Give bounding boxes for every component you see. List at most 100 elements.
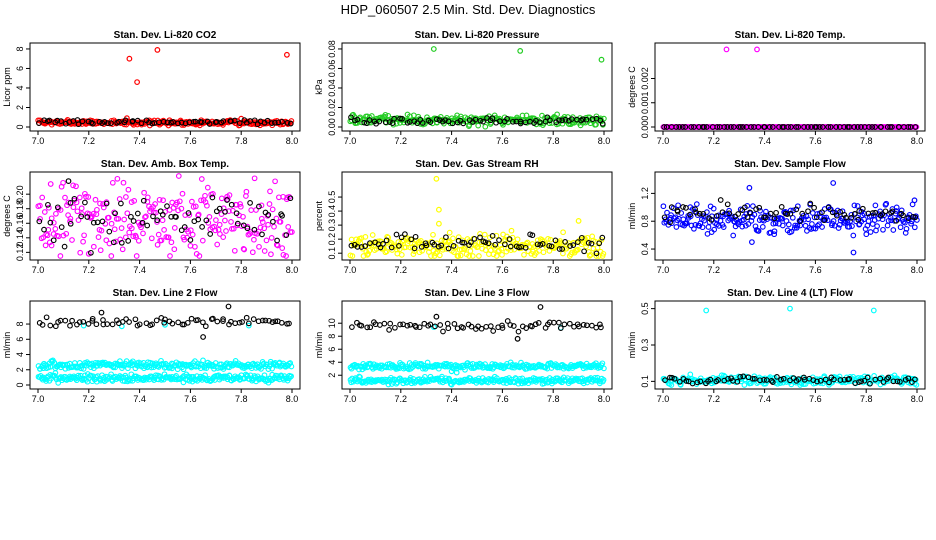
panel-9-point: [884, 376, 890, 382]
panel-4-point: [259, 231, 265, 238]
panel-2-xtick-label: 7.2: [395, 136, 408, 146]
panel-4-point: [110, 239, 117, 246]
panel-1-point: [254, 121, 261, 128]
panel-5-point: [596, 240, 603, 247]
panel-5-point: [498, 246, 505, 252]
panel-4-ytick-label: 0.18: [15, 200, 25, 218]
panel-6-point: [819, 224, 825, 230]
panel-7-outlier-point: [225, 303, 232, 310]
panel-6-point: [773, 209, 779, 216]
panel-8-point: [478, 325, 485, 332]
panel-5-point: [582, 235, 588, 242]
panel-6-point: [797, 218, 804, 224]
panel-5-point: [428, 253, 434, 259]
panel-9-point: [749, 375, 756, 382]
panel-5-point: [556, 246, 563, 252]
panel-6-point: [805, 216, 812, 223]
panel-5-point: [418, 238, 424, 244]
panel-4-point: [103, 200, 110, 207]
panel-7-xtick-label: 7.8: [235, 394, 248, 404]
panel-7-point: [197, 365, 204, 372]
panel-7-point: [100, 317, 106, 323]
panel-4-point: [244, 225, 251, 232]
panel-4-point: [57, 253, 64, 259]
panel-9-xtick-label: 7.2: [708, 394, 721, 404]
panel-4-point: [175, 173, 182, 179]
panel-4-point: [280, 251, 287, 258]
panel-4-point: [268, 235, 275, 241]
panel-6-xtick-label: 7.6: [809, 265, 822, 275]
panel-5-point: [398, 234, 405, 241]
panel-7-point: [184, 319, 191, 326]
panel-3-point: [889, 124, 895, 130]
panel-4-point: [144, 222, 151, 229]
panel-6-point: [687, 211, 693, 218]
panel-1-point: [228, 118, 234, 125]
panel-4-point: [210, 191, 216, 197]
panel-7-ytick-label: 0: [15, 382, 25, 387]
panel-4-ytick-label: 0.16: [15, 215, 25, 233]
panel-1-ytick-label: 0: [15, 124, 25, 129]
panel-3-point: [679, 124, 686, 130]
panel-4-point: [53, 210, 59, 217]
panel-6-outlier-point: [830, 180, 837, 186]
panel-4-point: [103, 237, 110, 244]
panel-6-point: [867, 229, 874, 235]
panel-1-point: [160, 118, 167, 125]
panel-5-point: [383, 248, 390, 255]
panel-3-point: [858, 124, 864, 130]
panel-6-point: [693, 201, 700, 207]
panel-8-point: [387, 320, 394, 327]
panel-8-point: [482, 361, 488, 367]
panel-6-point: [770, 220, 777, 227]
panel-3-point: [748, 124, 754, 130]
panel-8-point: [490, 328, 497, 334]
panel-8-point: [561, 321, 568, 328]
panel-5-point: [468, 239, 474, 246]
panel-4-point: [133, 253, 140, 259]
panel-5-point: [423, 242, 430, 249]
panel-2-point: [359, 116, 366, 123]
panel-4-title: Stan. Dev. Amb. Box Temp.: [101, 159, 229, 170]
panel-6-point: [903, 225, 910, 232]
panel-1-point: [46, 117, 53, 124]
panel-6-point: [779, 215, 785, 222]
panel-1-point: [108, 120, 114, 126]
panel-7-point: [89, 318, 96, 324]
panel-8-point: [507, 322, 514, 328]
panel-7-xtick-label: 7.2: [83, 394, 96, 404]
panel-4-ytick-label: 0.12: [15, 244, 25, 262]
panel-3-point: [912, 124, 919, 130]
panel-4-point: [148, 235, 155, 242]
panel-5-point: [509, 234, 516, 241]
panel-4-point: [47, 219, 54, 226]
panel-4-point: [273, 215, 280, 222]
panel-7-point: [288, 373, 294, 380]
panel-4-point: [70, 182, 76, 189]
panel-3-point: [701, 124, 707, 130]
panel-5-point: [430, 231, 436, 238]
panel-4-point: [189, 198, 195, 205]
panel-4-point: [58, 224, 65, 230]
panel-5-point: [466, 253, 472, 259]
panel-5-ytick-label: 0.2: [327, 233, 337, 246]
panel-1-point: [101, 119, 108, 125]
panel-1-point: [122, 117, 129, 124]
panel-9-point: [837, 377, 844, 383]
panel-6-point: [882, 208, 889, 215]
panel-4-point: [266, 201, 273, 207]
panel-4-point: [251, 226, 258, 233]
panel-4-point: [100, 204, 107, 211]
panel-4-point: [261, 248, 268, 254]
panel-5-point: [388, 244, 395, 251]
panel-5-outlier-point: [436, 206, 442, 213]
panel-6-point: [762, 214, 769, 221]
panel-4-point: [81, 232, 87, 239]
panel-4-point: [207, 231, 214, 237]
panel-3-point: [844, 124, 851, 130]
panel-9-ytick-label: 0.3: [640, 339, 650, 352]
panel-1-point: [79, 118, 86, 125]
panel-9-ytick-label: 0.1: [640, 375, 650, 388]
panel-9-point: [769, 379, 776, 385]
panel-4-point: [83, 193, 89, 200]
